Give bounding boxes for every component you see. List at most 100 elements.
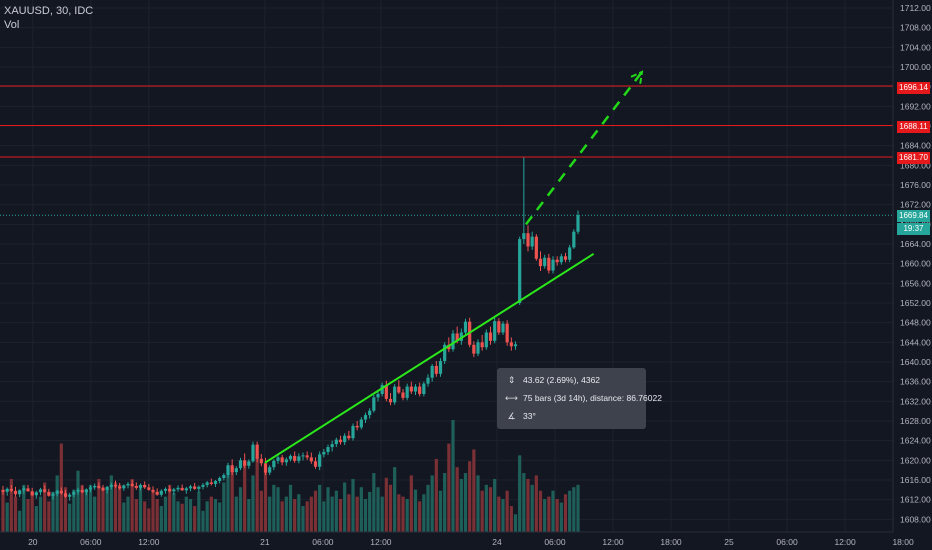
volume-bar [393,467,397,532]
volume-bar [255,458,259,532]
candle-body [93,485,97,488]
candle-body [38,489,43,493]
candle-body [118,486,122,489]
price-tick-label: 1652.00 [900,298,931,308]
volume-bar [555,498,559,532]
candle-body [251,444,255,462]
candle-body [326,447,330,452]
time-axis-bg[interactable] [0,532,893,550]
candle-body [413,386,418,392]
volume-bar [405,498,409,532]
candle-body [213,480,218,484]
drawings-layer[interactable] [0,70,893,464]
candle-body [218,478,222,481]
volume-bar [509,506,513,532]
candle-body [197,486,201,489]
volume-bar [326,487,330,532]
volume-bar [51,491,55,532]
candle-body [9,488,13,491]
candle-body [47,491,51,496]
volume-bar [163,496,168,532]
volume-bar [288,484,293,532]
candle-body [393,386,397,403]
candle-body [168,488,172,492]
volume-bar [176,501,180,532]
volume-label[interactable]: Vol [4,19,20,31]
time-tick-label: 06:00 [544,537,566,547]
volume-bar [459,478,463,532]
volume-bar [430,475,434,532]
candle-body [18,490,22,495]
volume-bar [126,496,130,532]
price-tick-label: 1664.00 [900,239,931,249]
volume-bar [363,498,368,532]
candle-body [330,444,334,448]
candle-body [355,425,359,428]
projection-arrow-head[interactable] [630,70,644,84]
price-label-1681[interactable]: 1681.70 [897,152,930,164]
volume-bar [247,498,251,532]
candle-body [388,398,393,403]
candle-body [80,489,84,493]
symbol-title[interactable]: XAUUSD, 30, IDC [4,5,94,17]
candle-body [88,487,93,490]
candle-body [68,494,72,497]
volume-bar [334,490,338,532]
candle-body [347,435,351,439]
candle-body [538,258,543,267]
candle-body [322,451,326,455]
candle-body [405,386,409,398]
volume-bar [159,506,163,532]
candle-body [268,467,272,473]
volume-bar [463,473,468,532]
candle-body [51,493,55,496]
candle-body [434,365,438,374]
trend-line[interactable] [264,252,595,464]
candle-body [534,236,538,259]
candle-body [59,490,63,494]
volume-bar [384,477,388,532]
candle-body [343,435,347,443]
volume-bar [93,496,97,532]
candle-body [551,259,555,271]
time-tick-label: 12:00 [370,537,392,547]
candle-body [130,483,134,486]
current-price-label[interactable]: 1669.84 [897,210,930,222]
price-tick-label: 1636.00 [900,377,931,387]
candle-body [238,460,243,469]
volume-bar [305,501,309,532]
candle-body [188,486,193,489]
price-label-1696[interactable]: 1696.14 [897,82,930,94]
price-label-1688[interactable]: 1688.11 [897,121,930,133]
candle-body [418,386,422,394]
volume-bar [213,498,218,532]
candle-body [568,247,572,260]
price-tick-label: 1660.00 [900,259,931,269]
candle-body [368,410,372,416]
time-tick-label: 06:00 [776,537,798,547]
volume-bar [101,487,105,532]
candle-body [230,465,234,473]
angle-icon: ∡ [507,410,516,421]
volume-bar [218,502,222,532]
price-tick-label: 1704.00 [900,42,931,52]
candle-body [380,385,384,394]
volume-bar [143,501,147,532]
candle-body [288,455,293,460]
volume-bar [251,475,255,532]
candle-body [272,460,276,468]
bars-range-row: ⟷ 75 bars (3d 14h), distance: 86.76022 [505,391,662,405]
candle-body [13,490,18,495]
volume-bar [118,484,122,532]
price-tick-label: 1708.00 [900,23,931,33]
volume-bar [197,491,201,532]
volume-bar [322,501,326,532]
price-tick-label: 1712.00 [900,3,931,13]
volume-bar [505,490,509,532]
candle-body [305,455,309,458]
projection-arrow-line[interactable] [524,71,644,226]
volume-bar [543,498,547,532]
candle-body [122,485,126,489]
price-tick-label: 1692.00 [900,101,931,111]
